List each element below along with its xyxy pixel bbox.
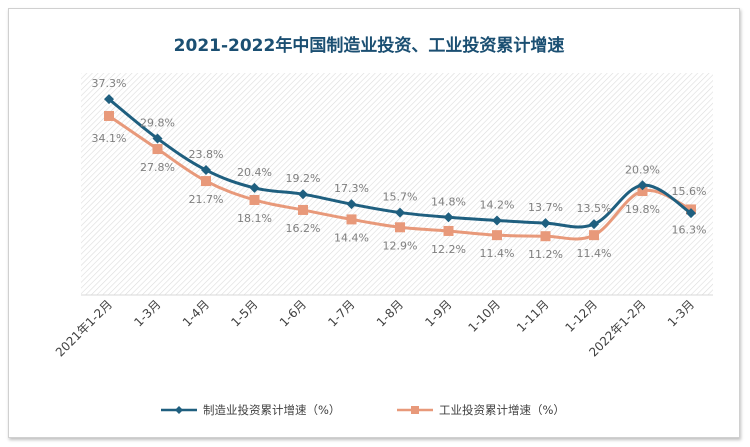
- x-tick-label: 1-10月: [465, 297, 503, 335]
- data-point-0: [492, 215, 502, 226]
- data-label-1: 34.1%: [92, 132, 127, 145]
- legend-marker-1: [411, 406, 419, 414]
- data-label-0: 20.9%: [625, 163, 660, 176]
- chart-frame: 2021-2022年中国制造业投资、工业投资累计增速 2021年1-2月 1-3月…: [8, 8, 740, 438]
- data-label-1: 11.4%: [577, 247, 612, 260]
- data-label-0: 13.5%: [577, 202, 612, 215]
- data-label-0: 20.4%: [237, 166, 272, 179]
- x-axis-ticks: 2021年1-2月 1-3月 1-4月 1-5月 1-6月 1-7月 1-8月 1-9月 1-1…: [53, 297, 697, 359]
- data-point-0: [395, 207, 405, 218]
- x-tick-label: 1-7月: [325, 297, 357, 329]
- x-tick-label: 1-12月: [562, 297, 600, 335]
- data-point-1: [298, 204, 308, 215]
- data-point-1: [589, 230, 599, 241]
- data-point-0: [589, 219, 599, 230]
- data-point-0: [637, 180, 648, 191]
- data-point-1: [637, 186, 648, 197]
- x-tick-label: 1-4月: [180, 297, 212, 329]
- data-labels: 37.3% 29.8% 23.8% 20.4% 19.2% 17.3% 15.7% 14.8%…: [92, 77, 707, 261]
- data-point-0: [104, 94, 114, 105]
- data-point-1: [492, 230, 502, 241]
- data-point-1: [249, 194, 260, 205]
- legend: 制造业投资累计增速（%） 工业投资累计增速（%）: [161, 403, 565, 417]
- data-label-0: 15.6%: [672, 185, 707, 198]
- data-label-1: 16.2%: [286, 222, 321, 235]
- data-point-0: [346, 199, 357, 210]
- data-label-1: 19.8%: [625, 203, 660, 216]
- data-point-1: [346, 214, 357, 225]
- data-label-1: 12.2%: [431, 243, 466, 256]
- data-point-1: [201, 176, 211, 187]
- x-tick-label: 1-11月: [514, 297, 552, 335]
- data-label-1: 21.7%: [189, 193, 224, 206]
- data-point-1: [540, 231, 551, 242]
- data-label-0: 13.7%: [528, 201, 563, 214]
- legend-label-0: 制造业投资累计增速（%）: [203, 403, 340, 417]
- data-point-0: [686, 208, 696, 219]
- data-point-0: [540, 218, 551, 229]
- data-point-1: [443, 225, 454, 236]
- chart: 2021-2022年中国制造业投资、工业投资累计增速 2021年1-2月 1-3月…: [53, 35, 713, 417]
- data-label-0: 37.3%: [92, 77, 127, 90]
- x-tick-label: 1-6月: [277, 297, 309, 329]
- x-tick-label: 1-8月: [374, 297, 406, 329]
- x-tick-label: 1-3月: [131, 297, 163, 329]
- data-label-1: 12.9%: [383, 239, 418, 252]
- legend-label-1: 工业投资累计增速（%）: [439, 403, 565, 417]
- data-label-0: 15.7%: [383, 191, 418, 204]
- x-tick-label: 2021年1-2月: [53, 297, 115, 359]
- data-point-1: [104, 110, 114, 121]
- data-label-1: 11.4%: [480, 247, 515, 260]
- data-point-0: [443, 212, 454, 223]
- data-point-0: [298, 189, 308, 200]
- x-tick-label: 1-3月: [665, 297, 697, 329]
- data-label-0: 14.8%: [431, 195, 466, 208]
- data-label-0: 29.8%: [140, 117, 175, 130]
- data-label-1: 18.1%: [237, 212, 272, 225]
- data-point-1: [152, 144, 163, 155]
- data-point-0: [249, 182, 260, 193]
- data-label-1: 16.3%: [672, 223, 707, 236]
- data-label-0: 19.2%: [286, 172, 321, 185]
- data-point-1: [395, 222, 405, 233]
- series-layer: [104, 94, 696, 242]
- data-point-0: [152, 133, 163, 144]
- data-label-0: 17.3%: [334, 182, 369, 195]
- data-label-0: 14.2%: [480, 198, 515, 211]
- x-tick-label: 1-9月: [422, 297, 454, 329]
- data-label-1: 14.4%: [334, 231, 369, 244]
- chart-title: 2021-2022年中国制造业投资、工业投资累计增速: [174, 35, 565, 56]
- data-label-0: 23.8%: [189, 148, 224, 161]
- data-label-1: 11.2%: [528, 248, 563, 261]
- plot-area: [81, 73, 713, 295]
- data-label-1: 27.8%: [140, 161, 175, 174]
- legend-marker-0: [175, 406, 183, 414]
- data-point-0: [201, 165, 211, 176]
- x-tick-label: 1-5月: [228, 297, 260, 329]
